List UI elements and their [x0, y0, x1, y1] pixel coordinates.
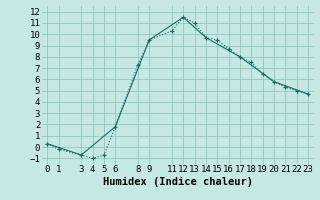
X-axis label: Humidex (Indice chaleur): Humidex (Indice chaleur) [103, 177, 252, 187]
